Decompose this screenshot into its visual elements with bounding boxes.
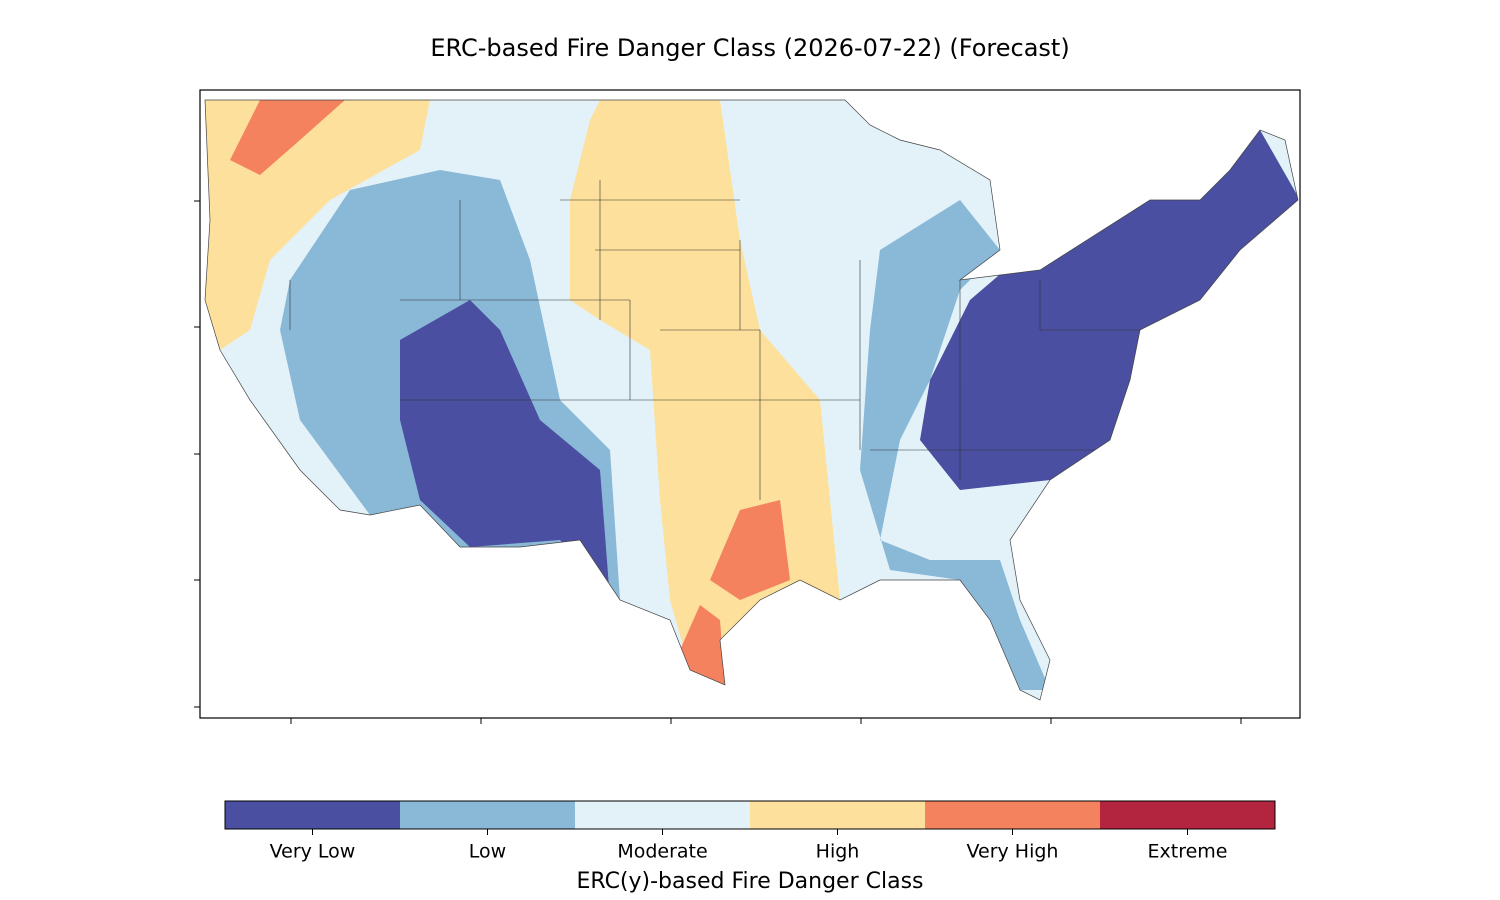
map-frame bbox=[199, 89, 1301, 719]
region-very-high bbox=[230, 100, 345, 175]
colorbar-swatch bbox=[575, 801, 750, 829]
colorbar-tick-label: Moderate bbox=[617, 841, 707, 863]
colorbar-label: ERC(y)-based Fire Danger Class bbox=[576, 869, 923, 894]
region-very-high bbox=[710, 500, 790, 600]
colorbar-tick-label: Low bbox=[469, 841, 506, 863]
axis-ticks bbox=[194, 200, 1242, 724]
colorbar-tick-label: Very High bbox=[967, 841, 1059, 863]
colorbar-tick-label: Very Low bbox=[270, 841, 356, 863]
danger-map bbox=[205, 100, 1298, 700]
colorbar-swatch bbox=[225, 801, 400, 829]
region-very-low bbox=[920, 130, 1298, 490]
region-low bbox=[860, 200, 1050, 690]
colorbar: Very Low Low Moderate High Very High Extreme bbox=[224, 800, 1276, 863]
map-title: ERC-based Fire Danger Class (2026-07-22)… bbox=[430, 34, 1069, 62]
colorbar-swatch bbox=[925, 801, 1100, 829]
colorbar-swatch bbox=[400, 801, 575, 829]
colorbar-tick-label: High bbox=[816, 841, 860, 863]
colorbar-swatch bbox=[750, 801, 925, 829]
colorbar-swatch bbox=[1100, 801, 1275, 829]
colorbar-frame bbox=[224, 800, 1276, 830]
colorbar-tick-label: Extreme bbox=[1148, 841, 1228, 863]
region-very-high bbox=[680, 605, 725, 685]
region-very-low bbox=[400, 300, 610, 600]
state-borders bbox=[289, 180, 1140, 500]
